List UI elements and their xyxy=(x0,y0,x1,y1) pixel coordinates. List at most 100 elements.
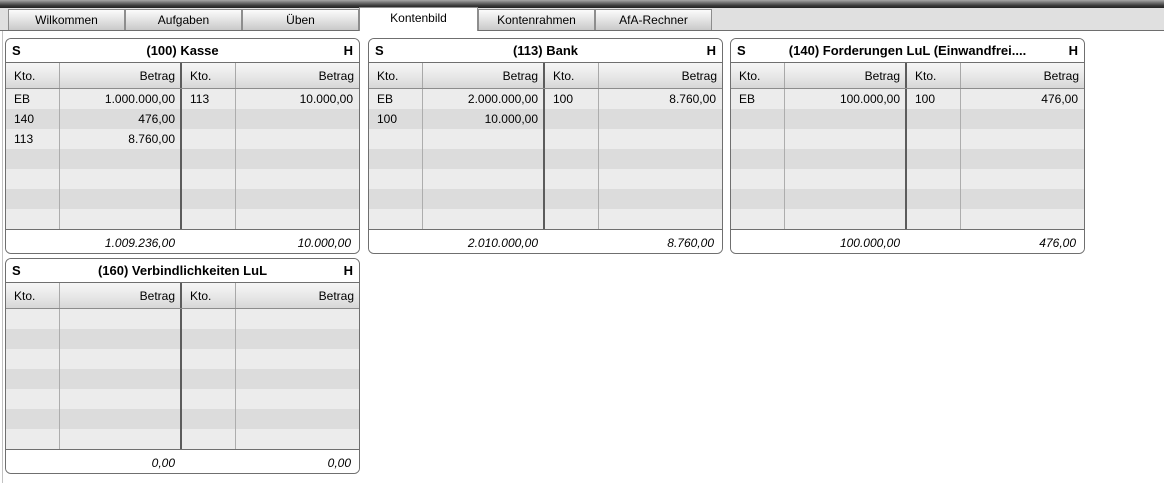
tab-bar: Wilkommen Aufgaben Üben Kontenbild Konte… xyxy=(0,7,1164,31)
col-header-kto-credit: Kto. xyxy=(180,283,236,308)
debit-kto-cell xyxy=(731,149,785,169)
debit-kto-cell xyxy=(6,349,60,369)
debit-amount-cell: 8.760,00 xyxy=(128,132,175,146)
soll-label: S xyxy=(737,43,746,58)
debit-amount-cell xyxy=(785,149,905,169)
debit-amount-cell: 10.000,00 xyxy=(484,112,538,126)
tab-wilkommen[interactable]: Wilkommen xyxy=(8,9,125,30)
account-row xyxy=(6,209,359,229)
debit-kto-cell xyxy=(6,189,60,209)
haben-label: H xyxy=(706,43,716,58)
credit-amount-cell xyxy=(599,129,722,149)
account-header: S (140) Forderungen LuL (Einwandfrei....… xyxy=(731,39,1084,63)
debit-amount-cell xyxy=(60,149,180,169)
credit-amount-cell xyxy=(599,149,722,169)
account-row xyxy=(731,189,1084,209)
account-totals: 2.010.000,00 8.760,00 xyxy=(369,229,722,253)
debit-kto-cell xyxy=(369,129,423,149)
debit-amount-cell xyxy=(60,369,180,389)
credit-kto-cell xyxy=(905,209,961,229)
debit-kto-cell xyxy=(369,169,423,189)
account-row xyxy=(6,169,359,189)
debit-kto-cell xyxy=(6,429,60,449)
column-headers: Kto. Betrag Kto. Betrag xyxy=(731,63,1084,89)
debit-amount-cell xyxy=(785,209,905,229)
col-header-betrag-debit: Betrag xyxy=(864,68,900,83)
account-body xyxy=(6,309,359,449)
account-row xyxy=(369,189,722,209)
haben-label: H xyxy=(1068,43,1078,58)
account-row: EB 2.000.000,00 100 8.760,00 xyxy=(369,89,722,109)
account-totals: 0,00 0,00 xyxy=(6,449,359,473)
credit-kto-cell xyxy=(180,409,236,429)
credit-amount-cell xyxy=(599,189,722,209)
debit-kto-cell xyxy=(6,369,60,389)
debit-kto-cell: EB xyxy=(6,89,60,109)
col-header-kto-credit: Kto. xyxy=(180,63,236,88)
credit-amount-cell xyxy=(599,209,722,229)
debit-amount-cell xyxy=(785,169,905,189)
debit-amount-cell xyxy=(60,329,180,349)
credit-total: 476,00 xyxy=(1039,235,1076,250)
debit-kto-cell xyxy=(731,109,785,129)
col-header-betrag-credit: Betrag xyxy=(318,68,354,83)
account-row xyxy=(731,129,1084,149)
tab-kontenbild[interactable]: Kontenbild xyxy=(359,7,478,31)
credit-amount-cell xyxy=(236,309,359,329)
tab-aufgaben[interactable]: Aufgaben xyxy=(125,9,242,30)
credit-amount-cell xyxy=(236,369,359,389)
account-row xyxy=(731,149,1084,169)
credit-amount-cell xyxy=(961,129,1084,149)
tab-afa-rechner[interactable]: AfA-Rechner xyxy=(595,9,712,30)
debit-amount-cell xyxy=(423,129,543,149)
debit-amount-cell: 2.000.000,00 xyxy=(467,92,538,106)
credit-amount-cell xyxy=(236,129,359,149)
soll-label: S xyxy=(375,43,384,58)
credit-kto-cell xyxy=(180,429,236,449)
account-row xyxy=(731,209,1084,229)
credit-kto-cell xyxy=(543,129,599,149)
credit-amount-cell xyxy=(961,189,1084,209)
debit-amount-cell xyxy=(423,149,543,169)
credit-amount-cell: 476,00 xyxy=(1041,92,1078,106)
account-row xyxy=(731,169,1084,189)
account-row xyxy=(369,209,722,229)
col-header-betrag-credit: Betrag xyxy=(318,288,354,303)
debit-total: 2.010.000,00 xyxy=(467,235,538,250)
debit-amount-cell xyxy=(60,349,180,369)
debit-kto-cell xyxy=(6,309,60,329)
account-body: EB 2.000.000,00 100 8.760,00 100 10.000,00 xyxy=(369,89,722,229)
credit-total: 0,00 xyxy=(327,455,351,470)
credit-amount-cell xyxy=(961,109,1084,129)
account-row: 100 10.000,00 xyxy=(369,109,722,129)
debit-kto-cell xyxy=(6,169,60,189)
credit-amount-cell xyxy=(961,149,1084,169)
credit-kto-cell xyxy=(180,369,236,389)
col-header-kto-debit: Kto. xyxy=(6,63,60,88)
debit-kto-cell xyxy=(731,169,785,189)
account-totals: 1.009.236,00 10.000,00 xyxy=(6,229,359,253)
tab-ueben[interactable]: Üben xyxy=(242,9,359,30)
debit-kto-cell xyxy=(369,149,423,169)
credit-amount-cell xyxy=(236,169,359,189)
debit-amount-cell: 1.000.000,00 xyxy=(104,92,175,106)
credit-amount-cell xyxy=(236,349,359,369)
account-header: S (113) Bank H xyxy=(369,39,722,63)
col-header-kto-credit: Kto. xyxy=(543,63,599,88)
haben-label: H xyxy=(343,43,353,58)
account-row xyxy=(6,369,359,389)
credit-kto-cell xyxy=(180,209,236,229)
credit-kto-cell xyxy=(543,189,599,209)
credit-amount-cell xyxy=(236,209,359,229)
soll-label: S xyxy=(12,43,21,58)
account-row xyxy=(6,329,359,349)
debit-kto-cell xyxy=(731,189,785,209)
debit-amount-cell: 476,00 xyxy=(138,112,175,126)
debit-kto-cell: 113 xyxy=(6,129,60,149)
credit-kto-cell xyxy=(180,349,236,369)
account-row xyxy=(731,109,1084,129)
account-title: (160) Verbindlichkeiten LuL xyxy=(97,263,268,278)
credit-amount-cell xyxy=(961,169,1084,189)
tab-kontenrahmen[interactable]: Kontenrahmen xyxy=(478,9,595,30)
col-header-betrag-credit: Betrag xyxy=(1043,68,1079,83)
